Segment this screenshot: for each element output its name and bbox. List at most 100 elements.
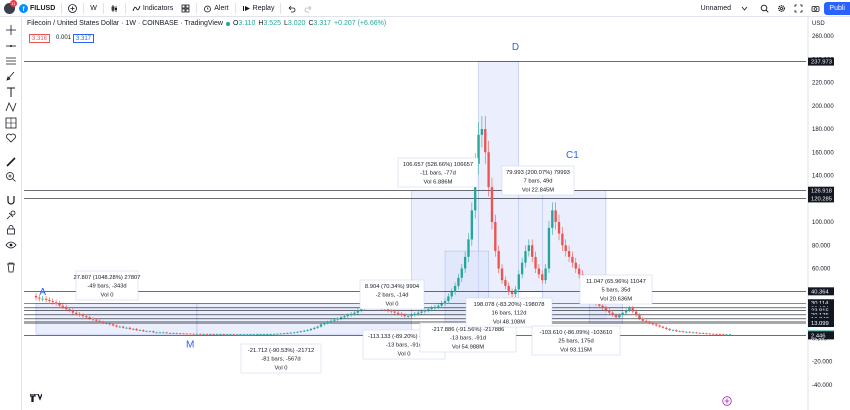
redo-button[interactable] (300, 0, 317, 17)
eye-icon[interactable] (5, 239, 17, 251)
heart-icon[interactable] (5, 132, 17, 144)
candle-body (634, 311, 638, 315)
candle-body (447, 296, 450, 302)
candle-body (537, 268, 541, 275)
candle-body (433, 306, 437, 309)
measurement-box[interactable] (531, 325, 621, 356)
layout-button[interactable] (177, 0, 194, 17)
candle-body (470, 210, 474, 240)
candle-body (541, 274, 544, 281)
fullscreen-button[interactable] (790, 0, 807, 17)
buy-price-box[interactable]: 3.317 (73, 34, 95, 43)
ohlc-close-value: 3.317 (313, 20, 332, 27)
candle-body (420, 311, 423, 313)
candle-body (487, 152, 490, 188)
measurement-box[interactable] (397, 157, 479, 188)
measurement-box[interactable] (465, 297, 553, 328)
grid-layout-icon (181, 4, 190, 12)
candle-body (158, 332, 162, 334)
magnet-icon[interactable] (5, 194, 17, 206)
candle-body (165, 332, 168, 334)
price-tick-label: 60.000 (812, 267, 831, 273)
price-axis[interactable] (808, 17, 850, 410)
search-button[interactable] (756, 0, 773, 17)
brush-icon[interactable] (5, 70, 17, 82)
candle-body (152, 331, 155, 333)
measurement-box[interactable] (240, 343, 322, 374)
measurement-box[interactable] (579, 274, 653, 305)
measurement-box[interactable] (75, 270, 139, 301)
candle-body (457, 277, 460, 286)
scroll-to-realtime-icon[interactable] (722, 396, 732, 406)
projection-icon[interactable] (5, 117, 17, 129)
candle-body (708, 333, 712, 335)
measurement-text: Vol 0 (398, 351, 411, 357)
candle-body (722, 334, 725, 336)
measurement-box[interactable] (501, 165, 575, 196)
candle-body (306, 330, 309, 331)
replay-button[interactable]: Replay (238, 0, 279, 17)
candle-body (259, 334, 262, 336)
candle-body (601, 305, 604, 309)
candle-body (222, 334, 225, 336)
snapshot-button[interactable] (807, 0, 824, 17)
candle-body (500, 268, 504, 281)
candle-body (111, 324, 115, 326)
measurement-text: -113.133 (-89.20%) -113133 (368, 334, 440, 340)
candle-body (346, 315, 349, 317)
trend-line-icon[interactable] (5, 40, 17, 52)
candle-body (655, 324, 658, 326)
divider (234, 2, 236, 14)
candle-body (85, 316, 88, 318)
settings-button[interactable] (773, 0, 790, 17)
measurement-text: -13 bars, -91d (386, 343, 422, 349)
horizontal-lines-icon[interactable] (5, 55, 17, 67)
candle-body (484, 129, 487, 153)
status-dot (225, 21, 230, 26)
lock-drawing-icon[interactable] (5, 209, 17, 221)
candle-body (41, 298, 44, 300)
compare-button[interactable] (64, 0, 81, 17)
candle-body (460, 268, 463, 278)
candle-body (209, 334, 212, 335)
indicators-button[interactable]: Indicators (128, 0, 177, 17)
candle-body (88, 317, 91, 319)
measurement-text: -21.712 (-90.53%) -21712 (248, 348, 314, 354)
price-tag (808, 194, 834, 203)
layout-name-button[interactable]: Unnamed (697, 0, 752, 17)
measurement-box[interactable] (359, 279, 425, 310)
publish-button[interactable]: Publi (824, 2, 850, 15)
lock-icon[interactable] (5, 224, 17, 236)
measurement-text: -11 bars, -77d (420, 171, 456, 177)
candle-body (554, 210, 557, 222)
crosshair-icon[interactable] (5, 24, 17, 36)
divider (280, 2, 282, 14)
trash-icon[interactable] (5, 261, 17, 273)
measurement-box[interactable] (419, 322, 517, 353)
undo-button[interactable] (283, 0, 300, 17)
candle-body (71, 310, 75, 313)
chart-type-button[interactable] (106, 0, 123, 17)
alert-button[interactable]: Alert (199, 0, 232, 17)
candle-body (276, 333, 279, 335)
candle-body (195, 333, 199, 335)
avatar[interactable]: 11 (4, 0, 17, 14)
pattern-icon[interactable] (5, 101, 17, 113)
candle-body (101, 321, 105, 324)
indicators-label: Indicators (142, 4, 174, 12)
measurement-text: 16 bars, 112d (491, 311, 526, 317)
measurement-text: Vol 22.845M (522, 187, 554, 193)
candle-body (497, 251, 500, 269)
zoom-in-icon[interactable] (5, 171, 17, 183)
ruler-icon[interactable] (5, 156, 17, 168)
text-tool-icon[interactable] (5, 86, 17, 98)
sell-price-box[interactable]: 3.316 (29, 34, 51, 43)
symbol-search-button[interactable]: f FILUSD (15, 0, 59, 17)
currency-label[interactable]: USD (812, 21, 825, 27)
candle-body (661, 326, 665, 328)
measurement-text: -217.886 (-91.56%) -217886 (432, 327, 505, 333)
candle-body (665, 327, 668, 329)
candle-body (490, 187, 494, 222)
interval-button[interactable]: W (90, 4, 97, 12)
